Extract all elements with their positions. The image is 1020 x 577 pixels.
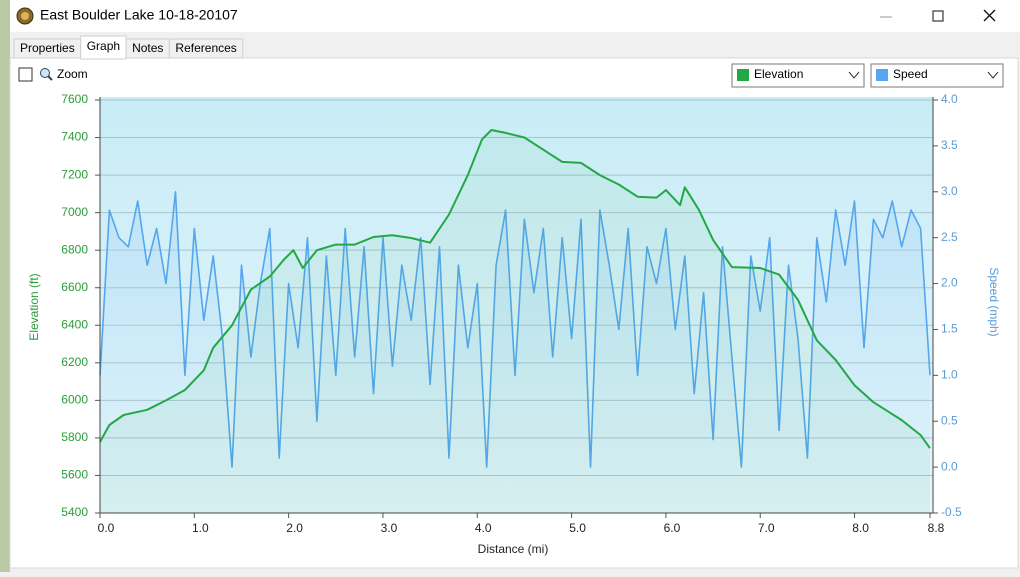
x-axis-label: Distance (mi)	[478, 542, 549, 556]
y2-tick-label: 0.5	[941, 413, 958, 427]
y-tick-label: 7000	[61, 205, 88, 219]
dropdown-swatch	[876, 69, 888, 81]
y-tick-label: 7600	[61, 92, 88, 106]
speed-dropdown[interactable]: Speed	[870, 63, 1004, 88]
zoom-checkbox[interactable]	[18, 67, 33, 82]
y2-tick-label: 3.5	[941, 138, 958, 152]
app-icon-inner	[21, 12, 29, 20]
dropdown-arrow	[987, 71, 999, 79]
x-tick-label: 8.8	[928, 521, 945, 535]
zoom-icon	[40, 68, 50, 78]
x-tick-label: 8.0	[852, 521, 869, 535]
x-tick-label: 4.0	[475, 521, 492, 535]
chart: 5400 5600 5800 6000 6200 6400 6600 6800 7000 7200…	[61, 92, 962, 535]
y2-tick-label: 1.5	[941, 322, 958, 336]
zoom-icon-handle	[47, 75, 53, 81]
series-area	[100, 191, 930, 514]
tab-strip: Properties Graph Notes References	[13, 35, 244, 60]
zoom-label[interactable]: Zoom	[57, 67, 88, 81]
y-tick-label: 7200	[61, 167, 88, 181]
series-area	[100, 130, 930, 513]
y-tick-label: 6600	[61, 280, 88, 294]
y2-tick-label: 1.0	[941, 368, 958, 382]
y2-tick-label: -0.5	[941, 505, 962, 519]
y-tick-label: 6400	[61, 317, 88, 331]
elevation-dropdown[interactable]: Elevation	[731, 63, 865, 88]
x-tick-label: 6.0	[664, 521, 681, 535]
background-map-strip	[0, 0, 10, 572]
series-line	[99, 129, 931, 449]
x-tick-label: 7.0	[758, 521, 775, 535]
y-tick-label: 5400	[61, 505, 88, 519]
tab-label[interactable]: Properties	[20, 41, 75, 55]
x-tick-label: 5.0	[569, 521, 586, 535]
y-tick-label: 6200	[61, 355, 88, 369]
tab-label[interactable]: Notes	[132, 41, 163, 55]
x-tick-label: 3.0	[381, 521, 398, 535]
y-axis-label: Elevation (ft)	[27, 273, 41, 340]
tab-label[interactable]: Graph	[87, 39, 120, 53]
dropdown-box[interactable]	[870, 63, 1004, 88]
y2-tick-label: 2.0	[941, 276, 958, 290]
y2-tick-label: 3.0	[941, 184, 958, 198]
title-bar	[10, 0, 1020, 32]
dropdown-box[interactable]	[731, 63, 865, 88]
tab[interactable]	[168, 38, 244, 59]
y2-tick-label: 0.0	[941, 459, 958, 473]
x-tick-label: 1.0	[192, 521, 209, 535]
series-line	[99, 191, 931, 468]
x-tick-label: 2.0	[286, 521, 303, 535]
dropdown-label[interactable]: Speed	[893, 67, 928, 81]
y2-tick-label: 2.5	[941, 230, 958, 244]
y-tick-label: 6800	[61, 242, 88, 256]
tab-label[interactable]: References	[175, 41, 236, 55]
maximize-button[interactable]	[932, 10, 944, 22]
dropdown-swatch	[737, 69, 749, 81]
dropdown-arrow	[848, 71, 860, 79]
y-tick-label: 6000	[61, 393, 88, 407]
y-tick-label: 5600	[61, 468, 88, 482]
dropdown-label[interactable]: Elevation	[754, 67, 803, 81]
y-tick-label: 5800	[61, 430, 88, 444]
close-button[interactable]	[983, 9, 996, 22]
x-tick-label: 0.0	[98, 521, 115, 535]
y2-axis-label: Speed (mph)	[987, 267, 1001, 336]
y2-tick-label: 4.0	[941, 92, 958, 106]
y-tick-label: 7400	[61, 130, 88, 144]
window-title: East Boulder Lake 10-18-20107	[40, 7, 238, 23]
